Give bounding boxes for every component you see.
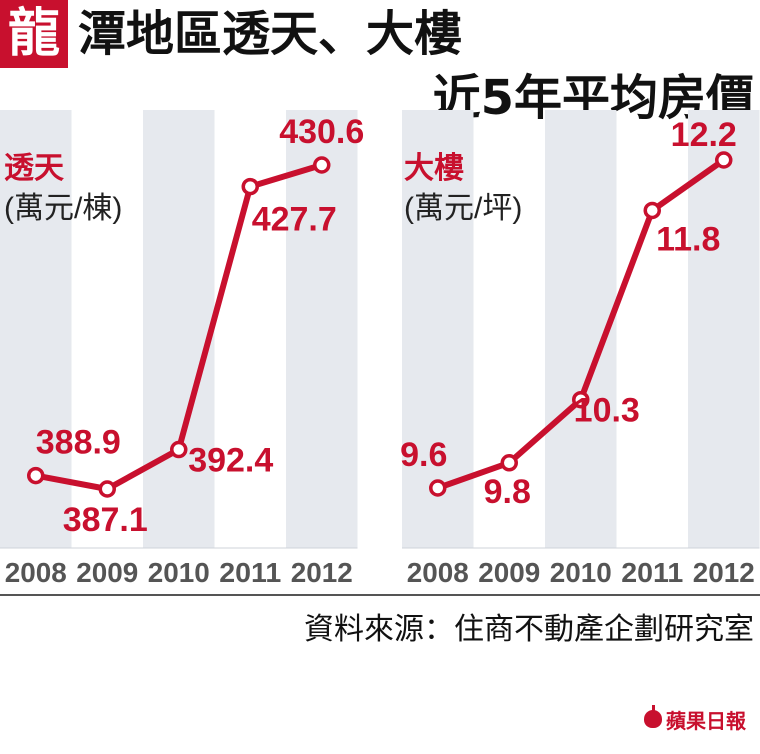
chart-subtitle: (萬元/棟) [4, 192, 122, 225]
region-badge: 龍 [0, 0, 68, 68]
chart-subtitle: (萬元/坪) [404, 192, 522, 225]
x-tick-label: 2008 [407, 557, 469, 588]
data-label: 427.7 [252, 201, 337, 239]
column-stripe [402, 110, 474, 548]
x-tick-label: 2008 [5, 557, 67, 588]
data-point [643, 201, 661, 220]
baseline-divider [0, 594, 760, 596]
data-label: 430.6 [279, 113, 364, 151]
data-point [313, 156, 331, 174]
data-source: 資料來源：住商不動產企劃研究室 [304, 612, 754, 647]
headline-line-1: 潭地區透天、大樓 [78, 6, 463, 62]
data-label: 10.3 [574, 392, 640, 430]
apple-logo-icon [644, 705, 662, 728]
data-label: 12.2 [671, 116, 737, 154]
charts-canvas: 透天 (萬元/棟) 388.9 387.1 392.4 427.7 430.6 2008 200… [0, 110, 760, 588]
data-label: 387.1 [63, 501, 148, 539]
data-point [500, 454, 518, 472]
publisher-logo: 蘋果日報 [644, 705, 746, 733]
x-tick-label: 2009 [478, 557, 540, 588]
x-tick-label: 2010 [550, 557, 612, 588]
data-label: 9.6 [400, 436, 447, 474]
chart-title: 大樓 [404, 152, 464, 185]
data-point [98, 480, 116, 498]
data-label: 11.8 [656, 220, 720, 258]
column-stripe [688, 110, 760, 548]
x-tick-label: 2009 [76, 557, 138, 588]
x-tick-label: 2011 [219, 557, 281, 588]
x-tick-label: 2011 [621, 557, 683, 588]
data-point [170, 440, 188, 459]
column-stripe [143, 110, 215, 548]
x-tick-label: 2012 [291, 557, 353, 588]
data-point [715, 151, 733, 169]
data-point [429, 479, 447, 497]
data-point [27, 466, 45, 485]
publisher-name: 蘋果日報 [666, 708, 746, 733]
data-label: 388.9 [36, 424, 121, 462]
data-label: 9.8 [484, 473, 531, 511]
data-point [241, 177, 259, 196]
x-tick-label: 2012 [693, 557, 755, 588]
column-stripe [286, 110, 358, 548]
chart-title: 透天 [4, 152, 64, 185]
x-tick-label: 2010 [148, 557, 210, 588]
data-label: 392.4 [188, 442, 273, 480]
data-point [572, 390, 590, 409]
